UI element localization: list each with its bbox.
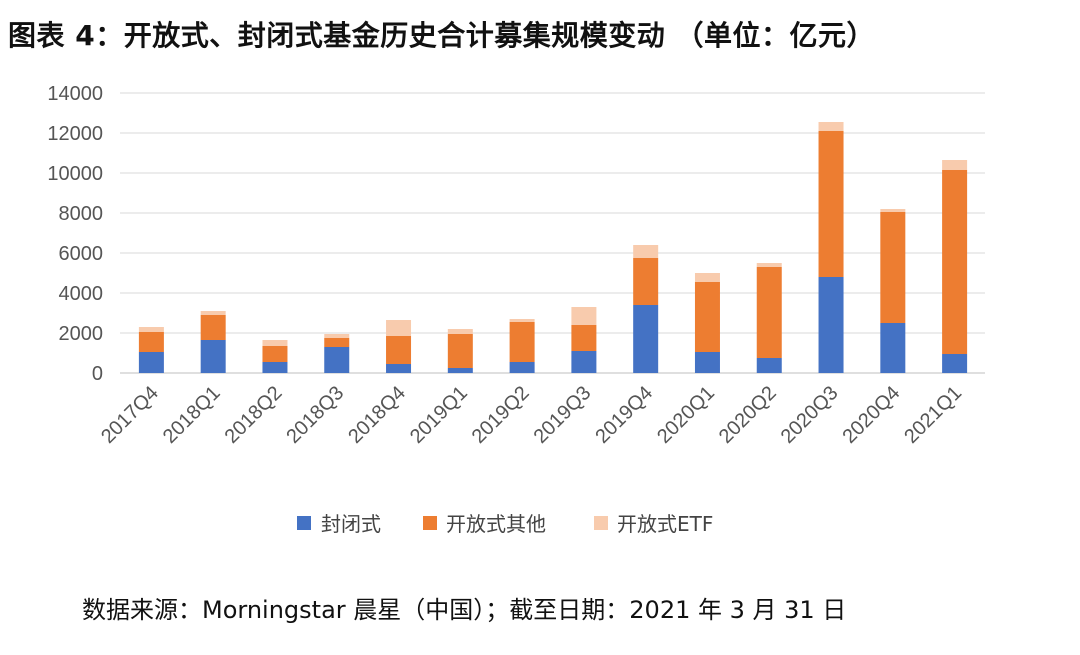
bar-segment-open-other — [756, 267, 782, 358]
bar-segment-open-etf — [262, 340, 288, 346]
legend-label: 开放式其他 — [446, 512, 546, 536]
y-tick-label: 14000 — [47, 83, 103, 105]
y-axis-tick-labels: 0 2000 4000 6000 8000 10000 12000 14000 — [47, 83, 103, 385]
bar-segment-closed — [880, 323, 906, 373]
bar-segment-open-other — [324, 338, 350, 347]
bar-segment-open-etf — [756, 263, 782, 267]
bar-segment-open-other — [262, 346, 288, 362]
x-tick-label: 2020Q3 — [777, 382, 843, 448]
x-tick-label: 2019Q3 — [530, 382, 596, 448]
bar-segment-open-etf — [138, 327, 164, 332]
x-tick-label: 2018Q1 — [159, 382, 225, 448]
bar-segment-open-etf — [571, 307, 597, 325]
bar-segment-open-etf — [447, 329, 473, 334]
bar-segment-open-etf — [509, 319, 535, 322]
source-note: 数据来源：Morningstar 晨星（中国）；截至日期：2021 年 3 月 … — [82, 596, 847, 624]
x-tick-label: 2021Q1 — [900, 382, 966, 448]
bar-segment-closed — [447, 368, 473, 373]
bar-segment-open-other — [571, 325, 597, 351]
bar-segment-open-etf — [386, 320, 412, 336]
bar-segment-closed — [756, 358, 782, 373]
bar-segment-closed — [818, 277, 844, 373]
legend-label: 开放式ETF — [617, 512, 713, 536]
legend: 封闭式 开放式其他 开放式ETF — [297, 512, 713, 536]
x-axis-tick-labels: 2017Q42018Q12018Q22018Q32018Q42019Q12019… — [97, 382, 966, 448]
bar-segment-closed — [386, 364, 412, 373]
bar-segment-closed — [633, 305, 659, 373]
x-tick-label: 2020Q4 — [838, 382, 904, 448]
bar-segment-open-other — [200, 315, 226, 340]
y-tick-label: 6000 — [59, 243, 104, 265]
gridlines — [120, 92, 985, 374]
bar-segment-open-other — [447, 334, 473, 368]
bar-segment-open-other — [509, 322, 535, 362]
x-tick-label: 2019Q2 — [468, 382, 534, 448]
bar-segment-closed — [324, 347, 350, 373]
y-tick-label: 10000 — [47, 163, 103, 185]
bar-segment-closed — [138, 352, 164, 373]
bar-segment-closed — [200, 340, 226, 373]
bar-segment-closed — [571, 351, 597, 373]
bar-segment-open-etf — [633, 245, 659, 258]
bar-segment-closed — [262, 362, 288, 373]
bar-segment-open-other — [633, 258, 659, 305]
bar-segment-open-other — [386, 336, 412, 364]
bar-segment-open-other — [942, 170, 968, 354]
legend-swatch — [423, 516, 437, 530]
legend-swatch — [594, 516, 608, 530]
bar-segment-open-other — [818, 131, 844, 277]
bar-segment-open-etf — [200, 311, 226, 315]
bar-segment-open-etf — [694, 273, 720, 282]
bar-segment-closed — [509, 362, 535, 373]
x-tick-label: 2020Q1 — [653, 382, 719, 448]
bar-segment-open-etf — [880, 209, 906, 212]
y-tick-label: 4000 — [59, 283, 104, 305]
bar-segment-open-etf — [818, 122, 844, 131]
y-tick-label: 2000 — [59, 323, 104, 345]
y-tick-label: 12000 — [47, 123, 103, 145]
bar-segment-open-etf — [324, 334, 350, 338]
x-tick-label: 2019Q1 — [406, 382, 472, 448]
legend-swatch — [297, 516, 311, 530]
x-tick-label: 2020Q2 — [715, 382, 781, 448]
bar-segment-closed — [942, 354, 968, 373]
x-tick-label: 2018Q4 — [344, 382, 410, 448]
y-tick-label: 0 — [92, 363, 103, 385]
bar-segment-open-other — [694, 282, 720, 352]
y-tick-label: 8000 — [59, 203, 104, 225]
x-tick-label: 2017Q4 — [97, 382, 163, 448]
x-tick-label: 2019Q4 — [591, 382, 657, 448]
x-tick-label: 2018Q2 — [221, 382, 287, 448]
figure-title: 图表 4：开放式、封闭式基金历史合计募集规模变动 （单位：亿元） — [8, 19, 875, 52]
bar-segment-closed — [694, 352, 720, 373]
bars — [138, 122, 968, 373]
bar-segment-open-etf — [942, 160, 968, 170]
bar-segment-open-other — [138, 332, 164, 352]
bar-segment-open-other — [880, 212, 906, 323]
legend-label: 封闭式 — [321, 512, 381, 536]
x-tick-label: 2018Q3 — [282, 382, 348, 448]
